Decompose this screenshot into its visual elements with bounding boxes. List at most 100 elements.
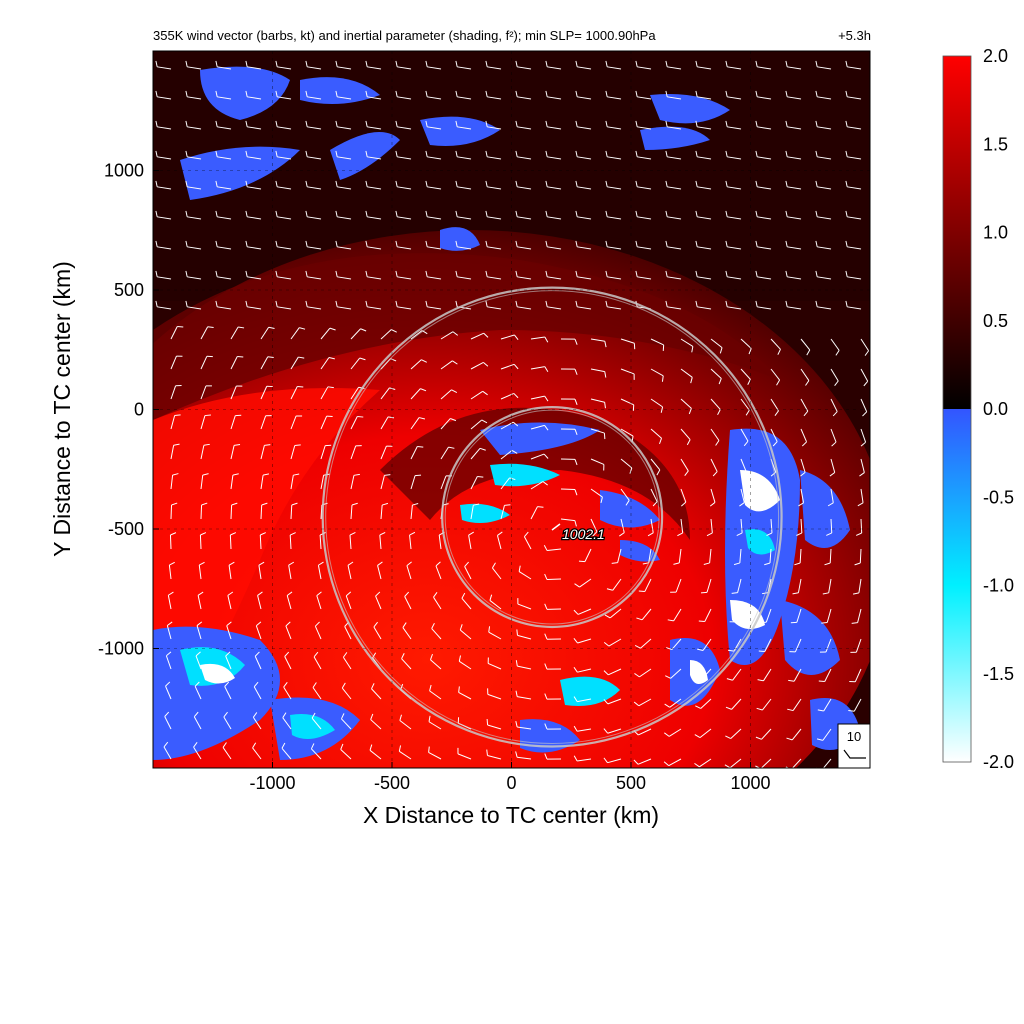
wind-barb-flag bbox=[305, 180, 308, 187]
wind-barb bbox=[577, 156, 592, 160]
wind-barb-flag bbox=[314, 621, 320, 627]
wind-barb bbox=[757, 276, 772, 280]
wind-barb bbox=[440, 475, 447, 490]
wind-barb-flag bbox=[826, 532, 832, 536]
wind-barb bbox=[350, 504, 353, 520]
wind-barb-flag bbox=[193, 742, 198, 748]
wind-barb bbox=[457, 246, 472, 250]
wind-barb-flag bbox=[163, 741, 169, 748]
wind-barb bbox=[830, 488, 834, 503]
wind-barb-flag bbox=[289, 532, 296, 536]
wind-barb bbox=[620, 518, 625, 533]
wind-barb-flag bbox=[845, 90, 848, 97]
wind-barb-flag bbox=[223, 711, 228, 718]
wind-barb-flag bbox=[805, 380, 810, 386]
wind-barb-flag bbox=[815, 90, 818, 97]
wind-barb-flag bbox=[574, 489, 578, 496]
wind-barb bbox=[170, 445, 175, 460]
wind-barb bbox=[757, 306, 772, 310]
wind-barb bbox=[290, 386, 298, 400]
wind-barb bbox=[217, 186, 232, 190]
wind-barb-flag bbox=[305, 300, 308, 307]
wind-barb-flag bbox=[425, 270, 428, 277]
wind-barb bbox=[787, 156, 802, 160]
wind-barb-flag bbox=[857, 502, 864, 507]
wind-barb-flag bbox=[863, 380, 869, 387]
wind-barb-flag bbox=[288, 561, 295, 566]
wind-barb-flag bbox=[261, 502, 268, 506]
wind-barb-flag bbox=[458, 655, 462, 662]
wind-barb bbox=[397, 126, 412, 130]
wind-barb-flag bbox=[371, 683, 375, 689]
wind-barb-flag bbox=[544, 336, 549, 343]
wind-barb-flag bbox=[351, 502, 358, 506]
wind-barb-flag bbox=[459, 624, 463, 631]
wind-barb bbox=[607, 698, 622, 705]
wind-barb bbox=[320, 386, 329, 400]
wind-barb bbox=[825, 638, 832, 653]
wind-barb-flag bbox=[260, 532, 266, 536]
wind-barb-flag bbox=[349, 532, 356, 536]
wind-barb bbox=[170, 326, 178, 340]
wind-barb bbox=[740, 428, 749, 442]
wind-barb-flag bbox=[461, 592, 466, 599]
wind-barb-flag bbox=[515, 660, 518, 667]
colorbar: 2.0 1.5 1.0 0.5 0.0 -0.5 -1.0 -1.5 -2.0 bbox=[942, 46, 1014, 772]
wind-barb-flag bbox=[605, 90, 608, 97]
wind-barb-flag bbox=[275, 60, 278, 67]
wind-barb-flag bbox=[512, 421, 519, 427]
wind-barb-flag bbox=[835, 350, 840, 356]
wind-barb-flag bbox=[832, 411, 838, 417]
wind-barb-flag bbox=[725, 90, 728, 97]
wind-barb-flag bbox=[764, 562, 771, 566]
wind-barb-flag bbox=[327, 386, 334, 389]
wind-barb bbox=[530, 336, 545, 340]
wind-barb-flag bbox=[726, 678, 733, 681]
wind-barb bbox=[547, 246, 562, 250]
wind-barb-flag bbox=[298, 356, 305, 359]
wind-barb bbox=[487, 66, 502, 70]
wind-barb bbox=[791, 728, 802, 741]
wind-barb bbox=[763, 668, 772, 682]
wind-barb bbox=[710, 428, 720, 441]
wind-barb bbox=[337, 96, 352, 100]
wind-barb bbox=[401, 658, 412, 670]
wind-barb bbox=[859, 548, 862, 564]
wind-barb bbox=[457, 66, 472, 70]
wind-barb bbox=[277, 126, 292, 130]
wind-barb-flag bbox=[727, 649, 735, 652]
wind-barb-flag bbox=[194, 681, 200, 687]
wind-barb-flag bbox=[335, 120, 338, 127]
wind-barb-flag bbox=[766, 532, 773, 536]
wind-barb bbox=[187, 126, 202, 130]
wind-barb-flag bbox=[712, 471, 718, 477]
wind-barb bbox=[727, 156, 742, 160]
wind-barb bbox=[427, 126, 442, 130]
wind-barb bbox=[577, 66, 592, 70]
wind-barb-flag bbox=[605, 150, 608, 157]
wind-barb-flag bbox=[815, 300, 818, 307]
wind-barb bbox=[397, 96, 412, 100]
wind-barb bbox=[320, 327, 331, 340]
wind-barb-flag bbox=[169, 561, 175, 566]
wind-barb bbox=[230, 385, 237, 400]
wind-barb bbox=[650, 488, 658, 502]
wind-barb bbox=[169, 534, 172, 550]
wind-barb-flag bbox=[431, 622, 435, 629]
wind-barb bbox=[157, 276, 172, 280]
wind-barb bbox=[760, 758, 772, 768]
wind-barb-flag bbox=[388, 416, 395, 419]
wind-barb-flag bbox=[822, 592, 829, 595]
wind-barb bbox=[517, 726, 532, 730]
wind-barb bbox=[638, 728, 652, 736]
wind-barb-flag bbox=[395, 270, 398, 277]
wind-barb-flag bbox=[603, 670, 609, 676]
wind-barb-flag bbox=[485, 210, 488, 217]
wind-barb-flag bbox=[207, 326, 214, 328]
wind-barb bbox=[320, 475, 325, 490]
wind-barb-flag bbox=[635, 90, 638, 97]
wind-barb bbox=[457, 96, 472, 100]
wind-barb bbox=[458, 691, 472, 700]
wind-barb-flag bbox=[757, 679, 764, 682]
wind-barb-flag bbox=[485, 90, 488, 97]
